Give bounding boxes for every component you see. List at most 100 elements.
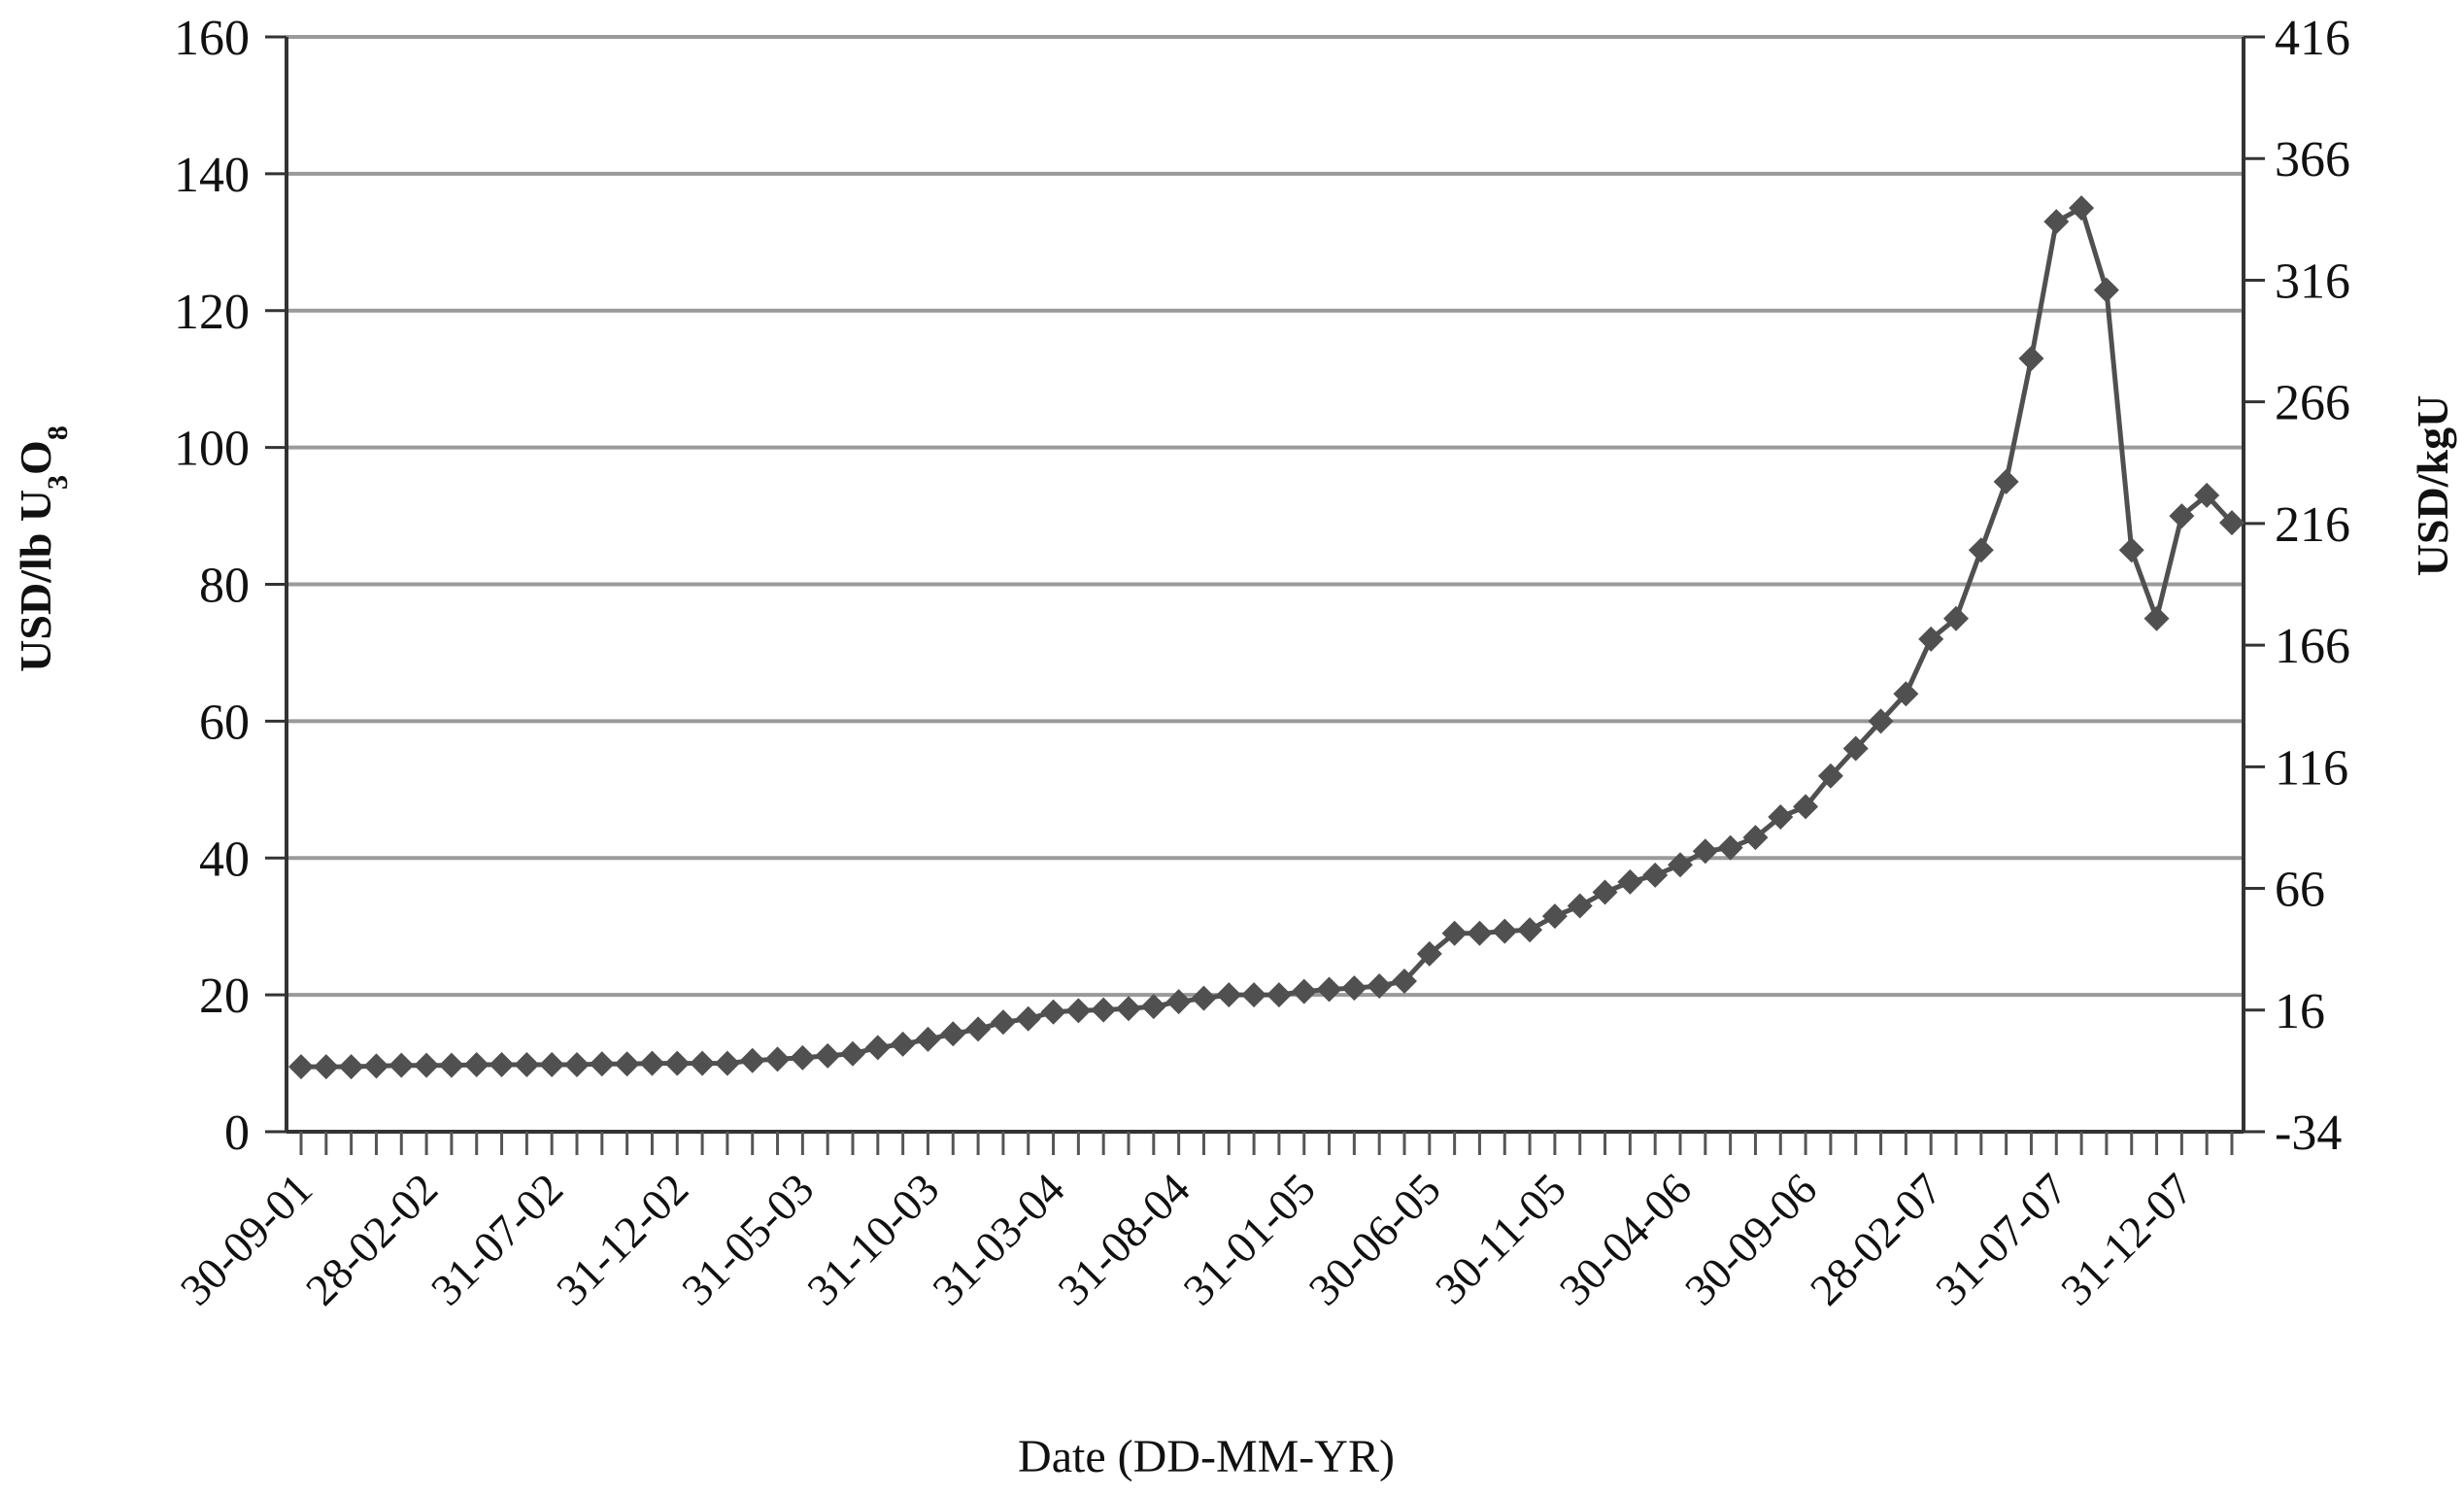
data-point	[514, 1051, 540, 1077]
y-tick-label: 60	[199, 695, 250, 750]
y2-tick-label: 66	[2275, 863, 2325, 918]
data-point	[1441, 920, 1468, 946]
data-point	[1341, 975, 1367, 1002]
y2-tick-label: 416	[2275, 11, 2350, 66]
data-point	[764, 1046, 791, 1072]
data-point	[338, 1054, 364, 1080]
data-point	[1065, 998, 1092, 1024]
y-tick-label: 120	[174, 285, 250, 340]
x-tick-label: 28-02-07	[1801, 1164, 1951, 1314]
x-tick-label: 30-11-05	[1426, 1164, 1575, 1313]
x-tick-label: 30-04-06	[1550, 1164, 1701, 1314]
data-point	[1868, 708, 1894, 734]
data-point	[614, 1051, 640, 1077]
axes	[265, 35, 2265, 1155]
data-point	[1893, 681, 1919, 707]
data-point	[2219, 510, 2245, 536]
x-tick-label: 30-06-05	[1300, 1164, 1450, 1314]
data-point	[1316, 976, 1342, 1003]
data-point	[414, 1052, 440, 1078]
data-point	[639, 1050, 665, 1076]
data-point	[1943, 605, 1969, 631]
y-tick-label: 80	[199, 559, 250, 614]
data-point	[664, 1050, 691, 1076]
data-point	[1793, 794, 1819, 820]
data-point	[714, 1050, 740, 1076]
data-point	[1040, 999, 1066, 1025]
y-tick-label: 0	[224, 1105, 250, 1161]
x-tick-label: 31-07-02	[422, 1164, 572, 1314]
x-tick-label: 30-09-06	[1675, 1164, 1826, 1314]
y-tick-label: 160	[174, 11, 250, 66]
data-point	[790, 1044, 816, 1071]
y2-tick-label: 166	[2275, 619, 2350, 674]
y2-tick-label: 366	[2275, 132, 2350, 187]
series-line	[301, 204, 2234, 1070]
data-point	[890, 1031, 916, 1057]
data-point	[1241, 982, 1267, 1008]
tick-labels: 0 20 40 60 80 100 120 140 160 -34 16 66 116 166 216 266…	[171, 11, 2350, 1314]
data-point	[1668, 852, 1693, 878]
data-point	[1091, 997, 1117, 1023]
x-tick-label: 31-01-05	[1173, 1164, 1324, 1314]
data-point	[1567, 893, 1593, 919]
x-tick-label: 30-09-01	[171, 1164, 321, 1314]
y2-tick-label: 316	[2275, 254, 2350, 309]
data-point	[1216, 982, 1242, 1008]
y2-tick-label: -34	[2275, 1105, 2342, 1161]
data-point	[1291, 978, 1317, 1004]
data-point	[438, 1052, 464, 1078]
data-point	[1367, 972, 1393, 999]
y2-tick-label: 116	[2275, 740, 2348, 796]
data-point	[2118, 537, 2144, 563]
y2-axis-title: USD/kgU	[2408, 395, 2457, 577]
data-point	[1642, 862, 1669, 888]
x-tick-label: 31-08-04	[1048, 1164, 1198, 1314]
data-point	[363, 1053, 389, 1079]
data-point	[1968, 537, 1994, 563]
grid-lines	[287, 35, 2244, 998]
x-tick-label: 31-12-02	[547, 1164, 697, 1314]
data-point	[1116, 996, 1141, 1022]
x-tick-label: 31-07-07	[1926, 1164, 2076, 1314]
data-point	[2093, 277, 2119, 303]
data-point	[1140, 994, 1166, 1020]
y-tick-label: 20	[199, 969, 250, 1024]
data-point	[313, 1054, 339, 1080]
data-point	[288, 1054, 314, 1080]
data-point	[2169, 503, 2195, 529]
y-tick-label: 140	[174, 148, 250, 203]
data-point	[1392, 969, 1417, 995]
data-point	[1266, 982, 1292, 1008]
y2-tick-label: 16	[2275, 984, 2325, 1039]
data-point	[388, 1052, 415, 1078]
data-point	[564, 1051, 590, 1077]
data-point	[1717, 834, 1743, 861]
y2-tick-label: 266	[2275, 376, 2350, 431]
price-series	[288, 195, 2245, 1080]
data-point	[1492, 918, 1518, 944]
data-point	[815, 1042, 841, 1069]
data-point	[840, 1040, 865, 1067]
data-point	[990, 1009, 1016, 1036]
data-point	[1592, 879, 1618, 905]
data-point	[1165, 989, 1192, 1015]
x-tick-label: 31-10-03	[797, 1164, 948, 1314]
y2-tick-label: 216	[2275, 497, 2350, 553]
y-axis-title: USD/lb U3O8	[11, 425, 74, 672]
data-point	[1817, 763, 1843, 789]
data-point	[965, 1016, 992, 1042]
data-point	[589, 1051, 615, 1077]
data-point	[539, 1051, 565, 1077]
data-point	[1191, 985, 1217, 1011]
x-tick-label: 31-12-07	[2051, 1164, 2202, 1314]
data-point	[463, 1051, 489, 1077]
x-tick-label: 31-05-03	[672, 1164, 823, 1314]
data-point	[1993, 468, 2019, 494]
data-point	[1541, 903, 1568, 930]
data-point	[1768, 803, 1794, 830]
data-point	[739, 1047, 765, 1073]
x-tick-label: 31-03-04	[923, 1164, 1073, 1314]
data-point	[940, 1021, 966, 1047]
